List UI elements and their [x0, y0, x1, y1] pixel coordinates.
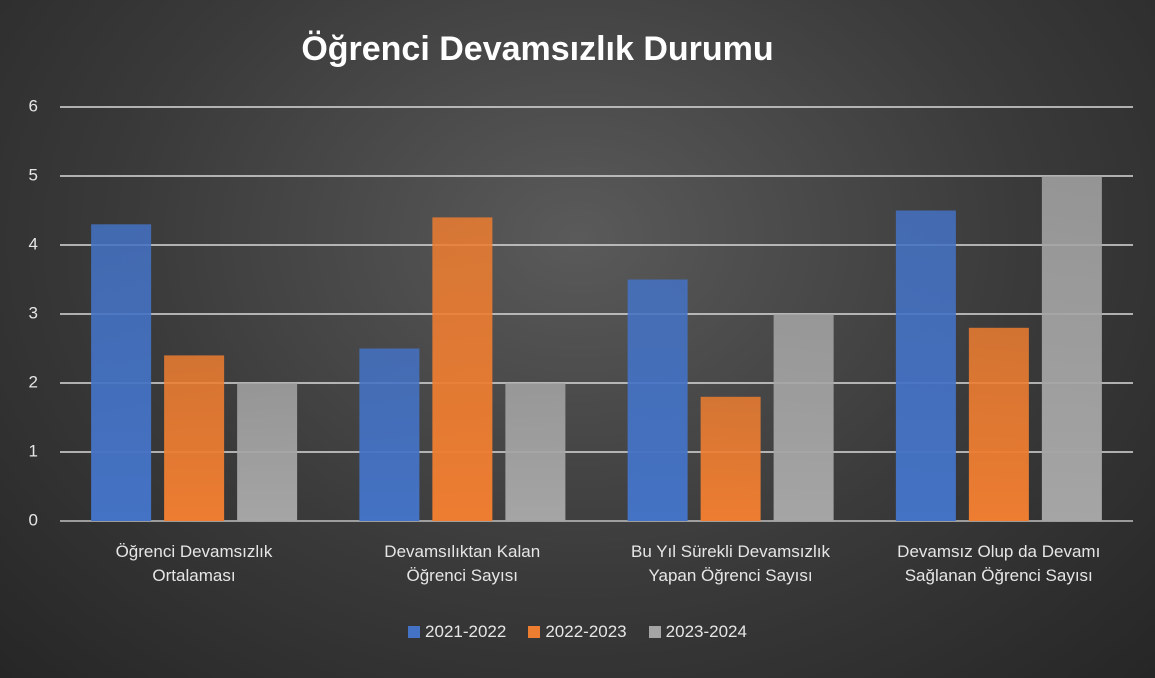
x-tick-label: Devamsılıktan Kalan Öğrenci Sayısı — [384, 542, 541, 585]
x-tick-label: Devamsız Olup da Devamı Sağlanan Öğrenci… — [897, 542, 1101, 585]
legend-swatch — [528, 626, 541, 638]
bar — [773, 314, 834, 521]
legend-item: 2022-2023 — [528, 622, 627, 642]
bar — [968, 327, 1029, 521]
y-tick-label: 0 — [29, 510, 38, 529]
bar — [505, 383, 566, 521]
y-tick-label: 2 — [29, 372, 38, 391]
legend-swatch — [648, 626, 661, 638]
y-tick-label: 5 — [29, 165, 38, 184]
legend: 2021-2022 2022-2023 2023-2024 — [0, 622, 1155, 642]
bar — [432, 217, 493, 521]
legend-item: 2021-2022 — [408, 622, 506, 642]
bar — [237, 383, 298, 521]
bar — [700, 396, 761, 521]
bar — [91, 224, 152, 522]
bar — [627, 279, 688, 521]
legend-swatch — [408, 626, 421, 638]
bar — [895, 210, 956, 521]
legend-label: 2022-2023 — [545, 622, 627, 641]
y-tick-label: 3 — [29, 303, 38, 322]
bar — [359, 348, 420, 521]
x-tick-label: Bu Yıl Sürekli Devamsızlık Yapan Öğrenci… — [630, 542, 831, 585]
legend-label: 2021-2022 — [425, 622, 507, 641]
y-tick-label: 6 — [29, 96, 38, 115]
legend-item: 2023-2024 — [648, 622, 747, 642]
bar — [1041, 176, 1102, 521]
y-tick-label: 4 — [29, 234, 38, 253]
y-tick-label: 1 — [29, 441, 38, 460]
chart-title: Öğrenci Devamsızlık Durumu — [301, 30, 774, 68]
legend-label: 2023-2024 — [665, 622, 747, 641]
bar — [164, 355, 225, 521]
x-tick-label: Öğrenci Devamsızlık Ortalaması — [115, 542, 273, 585]
